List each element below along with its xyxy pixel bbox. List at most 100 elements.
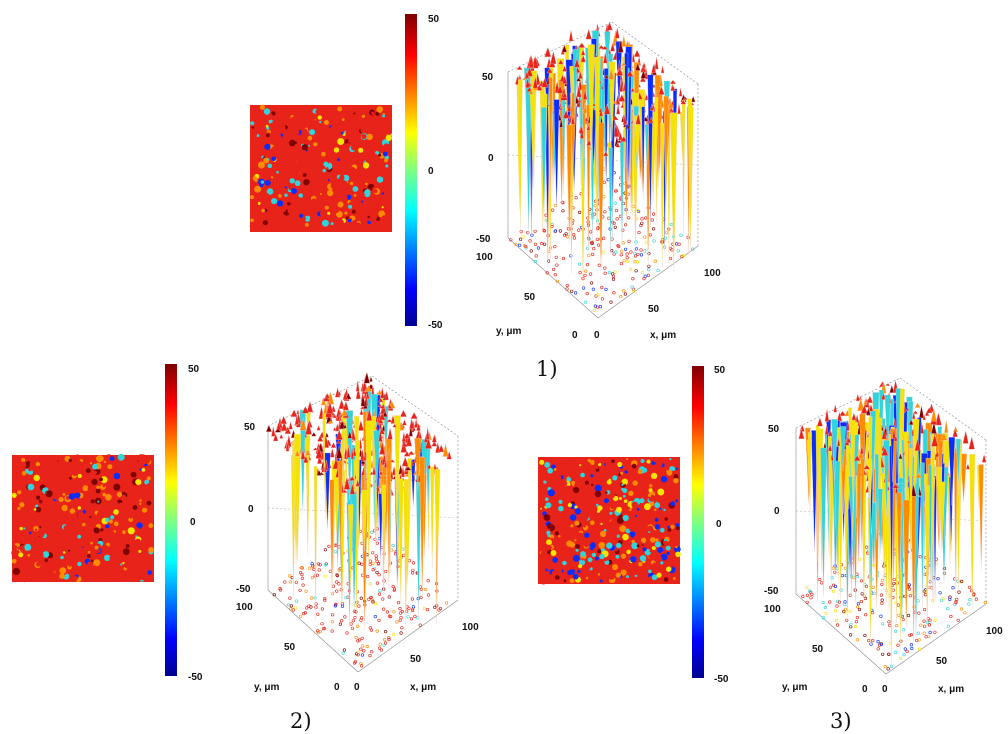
heatmap-speck [69, 466, 72, 469]
heatmap-speck [629, 458, 632, 462]
heatmap-speck [382, 110, 385, 113]
surface-spike [341, 430, 345, 521]
heatmap-speck [264, 180, 271, 186]
heatmap-speck [274, 143, 279, 149]
surface-spike [608, 68, 615, 80]
surface-spike [922, 413, 926, 421]
contour-mark [828, 585, 833, 589]
heatmap-speck [252, 176, 257, 181]
contour-mark [555, 279, 559, 283]
contour-mark [960, 579, 964, 584]
heatmap-speck [547, 467, 554, 474]
heatmap-speck [385, 186, 391, 192]
panel-3-x-tick-0: 0 [882, 684, 888, 695]
heatmap-speck [61, 504, 68, 512]
contour-mark [880, 598, 884, 602]
heatmap-speck [45, 490, 53, 498]
heatmap-speck [40, 553, 44, 557]
surface-spike [580, 54, 586, 63]
heatmap-speck [275, 159, 281, 165]
heatmap-speck [386, 204, 390, 208]
heatmap-speck [575, 548, 579, 552]
heatmap-speck [261, 116, 266, 121]
heatmap-speck [554, 537, 560, 543]
heatmap-speck [354, 182, 358, 186]
contour-mark [821, 616, 826, 620]
surface-spike [863, 464, 871, 470]
heatmap-speck [120, 537, 128, 545]
surface-spike [355, 478, 360, 487]
heatmap-speck [660, 561, 664, 565]
heatmap-speck [285, 180, 290, 185]
heatmap-speck [104, 565, 108, 569]
heatmap-speck [85, 567, 89, 572]
contour-mark [406, 615, 410, 619]
contour-mark [849, 625, 853, 629]
heatmap-speck [385, 130, 390, 134]
contour-mark [371, 551, 375, 555]
surface-spike [343, 423, 348, 429]
heatmap-speck [262, 220, 268, 226]
heatmap-speck [145, 514, 149, 517]
contour-mark [592, 247, 596, 251]
heatmap-speck [544, 461, 551, 468]
heatmap-speck [597, 505, 603, 511]
contour-mark [938, 591, 942, 595]
panel-2-colorbar-tick-min: -50 [188, 672, 203, 683]
heatmap-speck [73, 521, 79, 527]
contour-mark [647, 268, 651, 272]
surface-spike [288, 421, 293, 430]
heatmap-speck [367, 215, 370, 219]
contour-mark [908, 633, 912, 637]
surface-spike [902, 499, 910, 627]
heatmap-speck [27, 500, 31, 505]
heatmap-speck [13, 544, 16, 547]
heatmap-speck [318, 153, 322, 157]
heatmap-speck [631, 468, 635, 471]
surface-spike [343, 476, 351, 490]
contour-mark [863, 596, 868, 601]
heatmap-speck [18, 552, 24, 558]
heatmap-speck [251, 126, 254, 129]
heatmap-speck [664, 513, 667, 516]
heatmap-speck [338, 157, 344, 163]
heatmap-speck [63, 525, 69, 531]
heatmap-speck [597, 549, 602, 554]
panel-3-x-axis-line [885, 603, 987, 675]
contour-mark [843, 610, 847, 615]
contour-mark [588, 272, 593, 276]
heatmap-speck [123, 521, 130, 529]
heatmap-speck [547, 549, 552, 555]
heatmap-speck [590, 520, 595, 525]
contour-mark [342, 648, 347, 652]
contour-mark [810, 592, 814, 597]
surface-spike [271, 426, 276, 437]
heatmap-speck [96, 485, 100, 490]
heatmap-speck [661, 524, 664, 527]
contour-mark [843, 602, 847, 607]
contour-mark [357, 604, 361, 608]
heatmap-speck [573, 487, 580, 494]
contour-mark [381, 597, 385, 601]
heatmap-speck [72, 473, 75, 476]
heatmap-speck [140, 574, 147, 581]
heatmap-speck [265, 133, 270, 138]
contour-mark [905, 649, 909, 654]
surface-spike [838, 410, 847, 417]
heatmap-speck [99, 477, 103, 482]
heatmap-speck [559, 461, 565, 467]
heatmap-speck [87, 550, 91, 554]
surface-spike [594, 57, 601, 190]
surface-spike [528, 89, 534, 95]
heatmap-speck [337, 138, 345, 145]
heatmap-speck [252, 200, 259, 207]
contour-mark [598, 305, 603, 309]
surface-spike [912, 411, 916, 420]
surface-spike [301, 405, 310, 414]
heatmap-speck [316, 184, 320, 189]
contour-mark [392, 632, 396, 637]
heatmap-speck [311, 148, 318, 155]
contour-mark [830, 576, 834, 580]
heatmap-speck [617, 461, 623, 468]
contour-mark [615, 217, 619, 221]
